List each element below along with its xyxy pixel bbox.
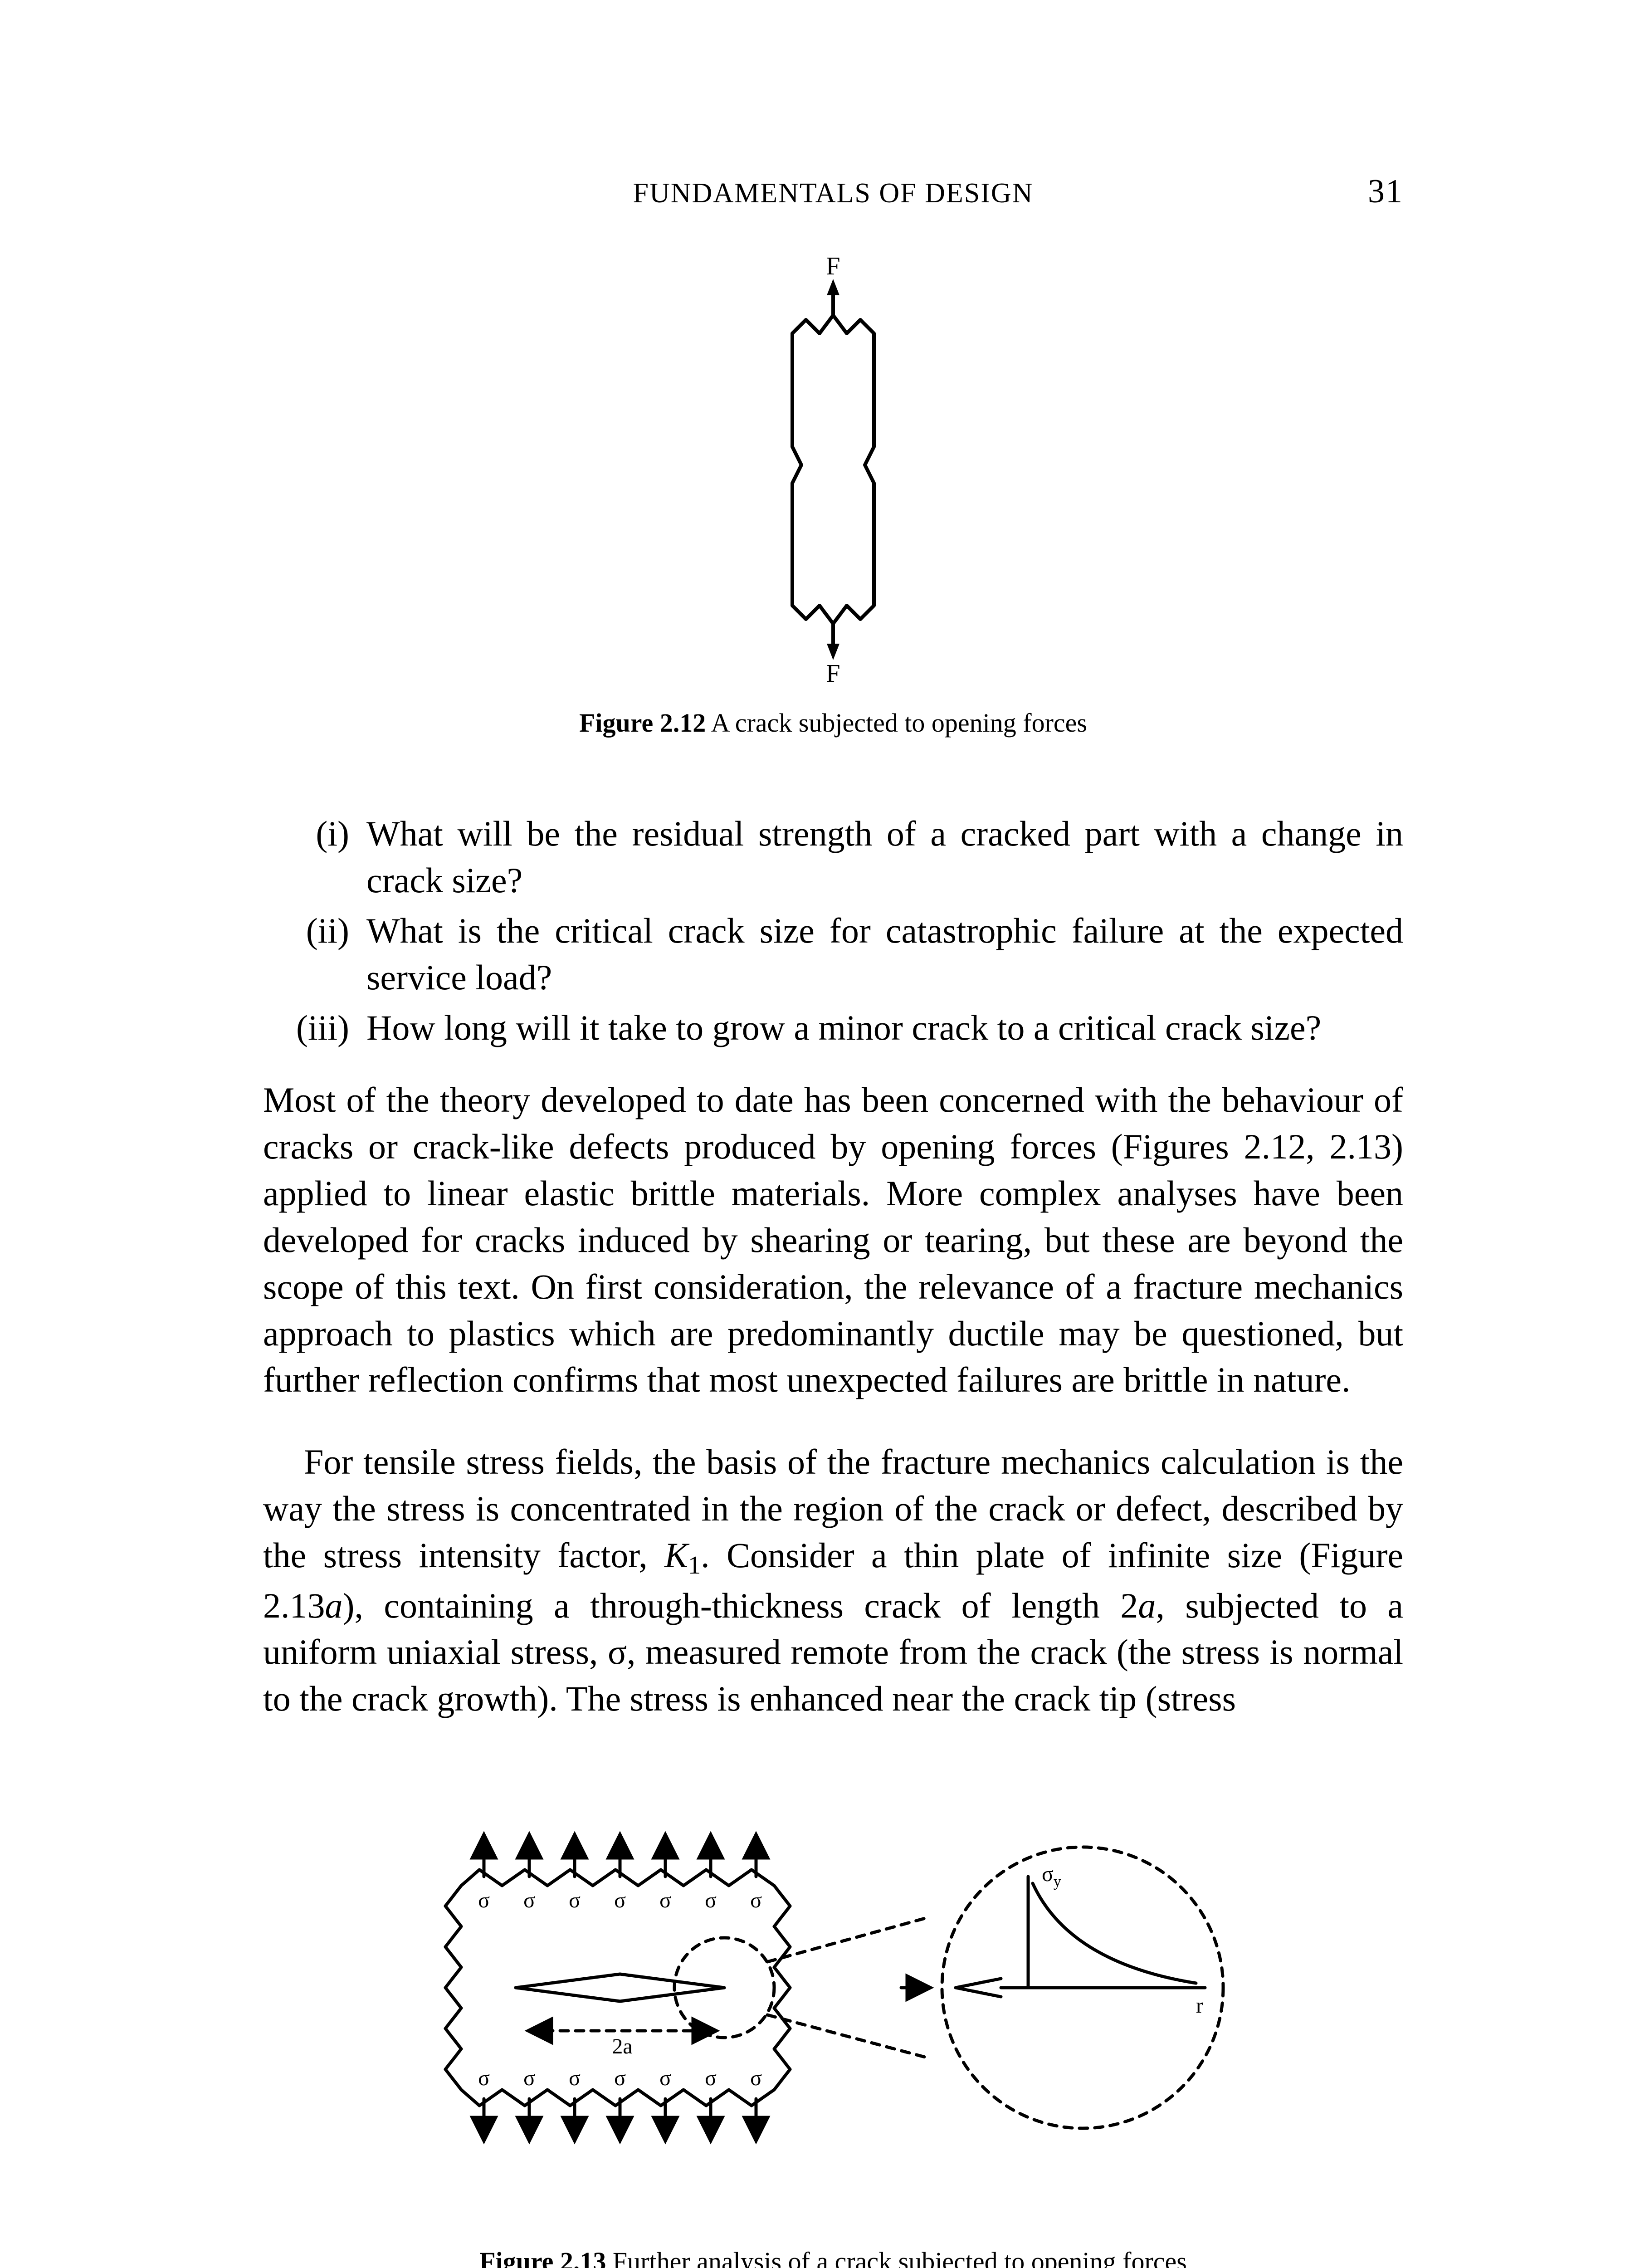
list-text: What will be the residual strength of a … xyxy=(366,811,1403,904)
sigma-label: σ xyxy=(569,2066,581,2090)
sigma-label: σ xyxy=(750,2066,762,2090)
p2-var-a: a xyxy=(325,1586,343,1625)
figure-2-12: F F Figure 2.12 A crack subjected to ope… xyxy=(263,252,1403,738)
list-text: What is the critical crack size for cata… xyxy=(366,908,1403,1001)
p2-var-K: K xyxy=(664,1535,688,1575)
sigma-label: σ xyxy=(478,2066,490,2090)
question-list: (i) What will be the residual strength o… xyxy=(263,811,1403,1051)
list-item: (i) What will be the residual strength o… xyxy=(263,811,1403,904)
sigma-label: σ xyxy=(659,2066,671,2090)
list-marker: (ii) xyxy=(263,908,366,1001)
sigma-y-label: σy xyxy=(1042,1862,1061,1890)
sigma-label: σ xyxy=(569,1888,581,1912)
sigma-label: σ xyxy=(705,1888,717,1912)
figure-2-12-caption-label: Figure 2.12 xyxy=(579,708,706,738)
figure-2-13: σ σ σ σ σ σ σ σ σ σ σ σ σ σ 2a σy xyxy=(263,1786,1403,2268)
sigma-label: σ xyxy=(659,1888,671,1912)
body-paragraph-1: Most of the theory developed to date has… xyxy=(263,1077,1403,1404)
figure-2-12-svg: F F xyxy=(738,252,928,687)
p2-var-a: a xyxy=(1138,1586,1156,1625)
sigma-label: σ xyxy=(478,1888,490,1912)
figure-2-12-top-force-label: F xyxy=(826,252,840,280)
list-marker: (i) xyxy=(263,811,366,904)
figure-2-12-bottom-force-label: F xyxy=(826,660,840,687)
list-marker: (iii) xyxy=(263,1005,366,1051)
crack-length-label: 2a xyxy=(612,2034,632,2058)
running-head-title: FUNDAMENTALS OF DESIGN xyxy=(345,177,1322,210)
figure-2-12-caption-text: A crack subjected to opening forces xyxy=(711,708,1087,738)
list-item: (ii) What is the critical crack size for… xyxy=(263,908,1403,1001)
p2-text: ), containing a through-thickness crack … xyxy=(343,1586,1138,1625)
figure-2-12-caption: Figure 2.12 A crack subjected to opening… xyxy=(263,708,1403,738)
sigma-label: σ xyxy=(523,2066,535,2090)
figure-2-13-caption: Figure 2.13 Further analysis of a crack … xyxy=(263,2246,1403,2268)
sigma-label: σ xyxy=(523,1888,535,1912)
sigma-label: σ xyxy=(750,1888,762,1912)
sigma-label: σ xyxy=(614,1888,626,1912)
page-number: 31 xyxy=(1322,172,1403,211)
figure-2-13-svg: σ σ σ σ σ σ σ σ σ σ σ σ σ σ 2a σy xyxy=(380,1786,1287,2217)
p2-sub-1: 1 xyxy=(688,1551,701,1579)
body-paragraph-2: For tensile stress fields, the basis of … xyxy=(263,1439,1403,1722)
figure-2-13-caption-label: Figure 2.13 xyxy=(479,2247,606,2268)
figure-2-13-caption-text: Further analysis of a crack subjected to… xyxy=(613,2247,1187,2268)
sigma-label: σ xyxy=(705,2066,717,2090)
list-text: How long will it take to grow a minor cr… xyxy=(366,1005,1403,1051)
list-item: (iii) How long will it take to grow a mi… xyxy=(263,1005,1403,1051)
sigma-label: σ xyxy=(614,2066,626,2090)
r-axis-label: r xyxy=(1196,1994,1203,2018)
running-head: FUNDAMENTALS OF DESIGN 31 xyxy=(263,172,1403,211)
page: FUNDAMENTALS OF DESIGN 31 F F Figure 2.1… xyxy=(0,0,1630,2268)
